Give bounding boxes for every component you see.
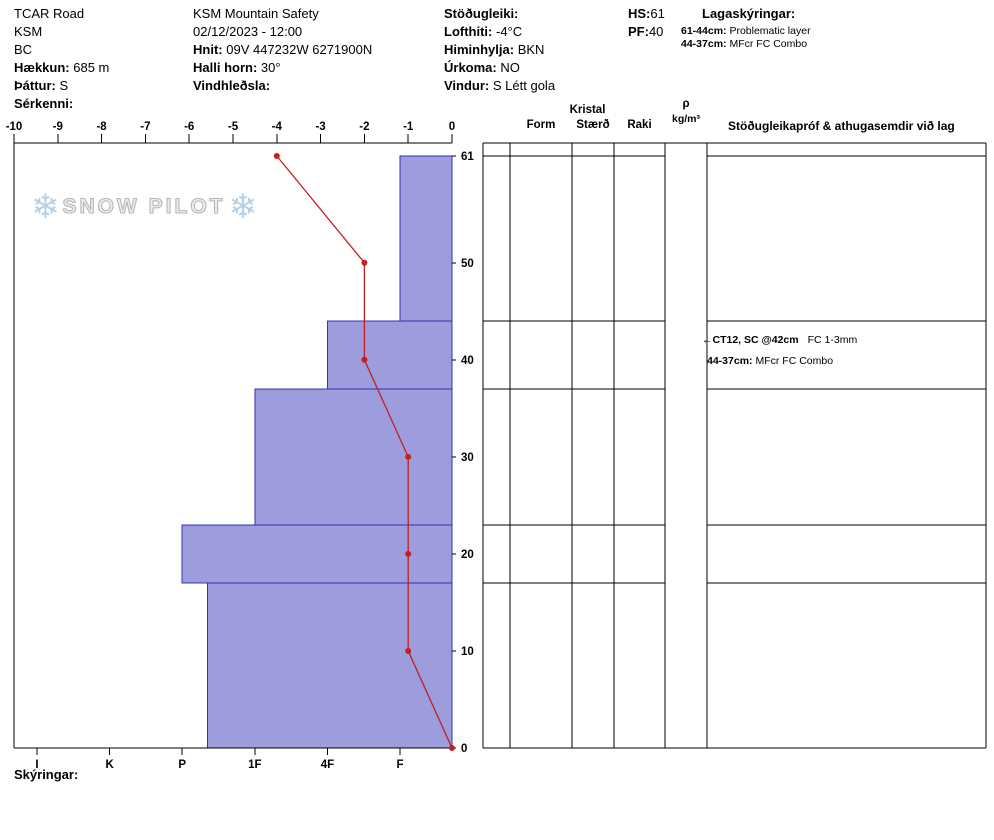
coordinates-line: Hnit: 09V 447232W 6271900N: [193, 41, 372, 59]
hs-label: HS:: [628, 6, 651, 21]
hs-line: HS:61: [628, 5, 665, 23]
axes: -10 -9 -8 -7 -6 -5 -4 -3 -2 -1 0I K P 1F 4F F0102030405…: [6, 121, 475, 771]
comments-header: Stöðugleikapróf & athugasemdir við lag: [728, 119, 955, 133]
svg-text:-1: -1: [403, 121, 414, 133]
comment-text: MFcr FC Combo: [755, 355, 834, 367]
pf-label: PF:: [628, 24, 649, 39]
site-name: TCAR Road: [14, 6, 85, 21]
slope-angle-value: 30°: [260, 60, 281, 75]
wind-value: S Létt gola: [492, 78, 556, 93]
test-table-grid: [482, 142, 987, 749]
svg-text:F: F: [396, 759, 403, 771]
snowflake-icon: ❄: [228, 188, 258, 226]
elevation-value: 685 m: [73, 60, 110, 75]
temperature-line: [273, 153, 455, 751]
sky-cover-line: Himinhylja: BKN: [444, 41, 544, 59]
slope-angle-line: Halli horn: 30°: [193, 59, 281, 77]
aspect-value: S: [59, 78, 69, 93]
sky-cover-label: Himinhylja:: [444, 42, 515, 57]
svg-text:4F: 4F: [321, 759, 334, 771]
svg-text:0: 0: [461, 743, 467, 755]
air-temp-label: Lofthiti:: [444, 24, 493, 39]
feature-line: Sérkenni:: [14, 95, 73, 113]
layer-comment-annotation: 44-37cm: MFcr FC Combo: [707, 355, 833, 367]
svg-text:-10: -10: [6, 121, 23, 133]
wind-label: Vindur:: [444, 78, 490, 93]
wind-loading-line: Vindhleðsla:: [193, 77, 270, 95]
col-header-raki: Raki: [627, 119, 652, 131]
aspect-label: Þáttur:: [14, 78, 56, 93]
air-temp-line: Lofthiti: -4°C: [444, 23, 522, 41]
svg-text:20: 20: [461, 549, 474, 561]
svg-text:40: 40: [461, 355, 474, 367]
svg-text:I: I: [35, 759, 38, 771]
svg-text:30: 30: [461, 452, 474, 464]
layer-note-range: 44-37cm:: [681, 38, 727, 50]
pf-value: 40: [648, 24, 664, 39]
legend-label: Skýringar:: [14, 767, 79, 782]
elevation-label: Hækkun:: [14, 60, 70, 75]
observer-org: KSM Mountain Safety: [193, 6, 319, 21]
svg-text:-9: -9: [53, 121, 63, 133]
coordinates-value: 09V 447232W 6271900N: [226, 42, 373, 57]
density-unit: kg/m³: [671, 113, 700, 125]
layer-note: 61-44cm: Problematic layer: [681, 25, 811, 38]
svg-text:10: 10: [461, 646, 474, 658]
hs-value: 61: [650, 6, 665, 21]
arrow-left-icon: ←: [702, 334, 713, 346]
sky-cover-value: BKN: [517, 42, 545, 57]
feature-label: Sérkenni:: [14, 96, 74, 111]
layer-note-text: Problematic layer: [729, 25, 811, 37]
stability-line: Stöðugleiki:: [444, 5, 518, 23]
site-area: KSM: [14, 24, 43, 39]
observation-datetime: 02/12/2023 - 12:00: [193, 24, 303, 39]
precip-label: Úrkoma:: [444, 60, 497, 75]
air-temp-value: -4°C: [496, 24, 523, 39]
coordinates-label: Hnit:: [193, 42, 223, 57]
svg-text:-4: -4: [272, 121, 283, 133]
svg-text:-7: -7: [140, 121, 150, 133]
layer-legend-title: Lagaskýringar:: [702, 6, 796, 21]
layer-note: 44-37cm: MFcr FC Combo: [681, 38, 807, 51]
layer-note-text: MFcr FC Combo: [729, 38, 808, 50]
svg-text:-3: -3: [315, 121, 325, 133]
watermark-text: SNOW PILOT: [62, 194, 226, 218]
svg-text:-6: -6: [184, 121, 194, 133]
density-symbol: ρ: [682, 98, 690, 110]
svg-text:K: K: [105, 759, 114, 771]
svg-text:P: P: [178, 759, 186, 771]
svg-text:61: 61: [461, 151, 474, 163]
pf-line: PF:40: [628, 23, 663, 41]
test-result: CT12, SC @42cm: [712, 334, 799, 346]
test-grain-info: FC 1-3mm: [807, 334, 858, 346]
svg-text:1F: 1F: [248, 759, 261, 771]
elevation-line: Hækkun: 685 m: [14, 59, 109, 77]
aspect-line: Þáttur: S: [14, 77, 68, 95]
svg-text:0: 0: [449, 121, 455, 133]
kristal-header: Kristal: [569, 104, 606, 116]
snow-layers: [181, 155, 453, 749]
precip-line: Úrkoma: NO: [444, 59, 520, 77]
precip-value: NO: [500, 60, 520, 75]
slope-angle-label: Halli horn:: [193, 60, 258, 75]
site-region: BC: [14, 42, 33, 57]
svg-text:50: 50: [461, 258, 474, 270]
stability-label: Stöðugleiki:: [444, 6, 519, 21]
comment-range: 44-37cm:: [707, 355, 753, 367]
stability-test-annotation: ←CT12, SC @42cm FC 1-3mm: [702, 334, 857, 346]
snowflake-icon: ❄: [31, 188, 60, 226]
layer-note-range: 61-44cm:: [681, 25, 727, 37]
svg-text:-5: -5: [228, 121, 239, 133]
col-header-staerd: Stærð: [576, 119, 610, 131]
wind-line: Vindur: S Létt gola: [444, 77, 555, 95]
col-header-form: Form: [526, 119, 556, 131]
svg-text:-8: -8: [96, 121, 107, 133]
snowpilot-watermark: ❄ SNOW PILOT ❄: [31, 190, 257, 224]
wind-loading-label: Vindhleðsla:: [193, 78, 271, 93]
svg-text:-2: -2: [359, 121, 369, 133]
